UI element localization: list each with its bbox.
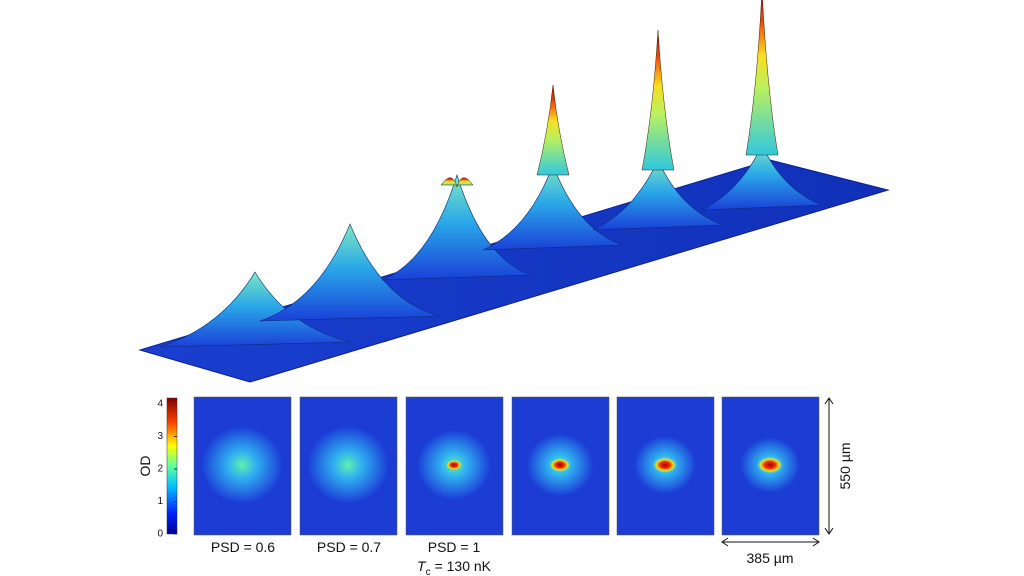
panel-label: PSD = 0.7 — [317, 539, 381, 555]
colorbar-tick-label: 1 — [157, 496, 163, 507]
hump — [159, 271, 351, 348]
surface-plot — [138, 0, 890, 383]
tc-subscript: c — [426, 567, 431, 576]
hump — [381, 173, 533, 281]
colorbar-tick-label: 4 — [157, 399, 163, 410]
arrow-heads — [721, 537, 820, 547]
hump — [259, 223, 441, 322]
spike — [440, 177, 474, 188]
condensate — [549, 458, 571, 472]
condensate — [445, 459, 463, 471]
absorption-images — [193, 396, 820, 536]
width-label: 385 µm — [747, 550, 794, 566]
colorbar-tick-label: 2 — [157, 464, 163, 475]
colorbar-tick-label: 3 — [157, 431, 163, 442]
condensate — [652, 457, 678, 473]
arrow-heads — [824, 397, 834, 535]
height-label: 550 µm — [837, 443, 853, 490]
colorbar — [166, 397, 178, 535]
colorbar-label: OD — [137, 456, 153, 477]
tc-text: = 130 nK — [435, 558, 492, 574]
tc-note: Tc = 130 nK — [417, 558, 492, 576]
panel-label: PSD = 1 — [428, 539, 481, 555]
colorbar-tick-label: 0 — [157, 529, 163, 540]
panel-label: PSD = 0.6 — [211, 539, 275, 555]
tc-symbol: T — [417, 558, 427, 574]
condensate — [756, 456, 784, 474]
spike — [745, 0, 779, 156]
cloud — [202, 427, 282, 503]
cloud — [308, 427, 388, 503]
spike — [536, 84, 570, 176]
hump — [482, 164, 624, 251]
spike — [641, 29, 675, 171]
